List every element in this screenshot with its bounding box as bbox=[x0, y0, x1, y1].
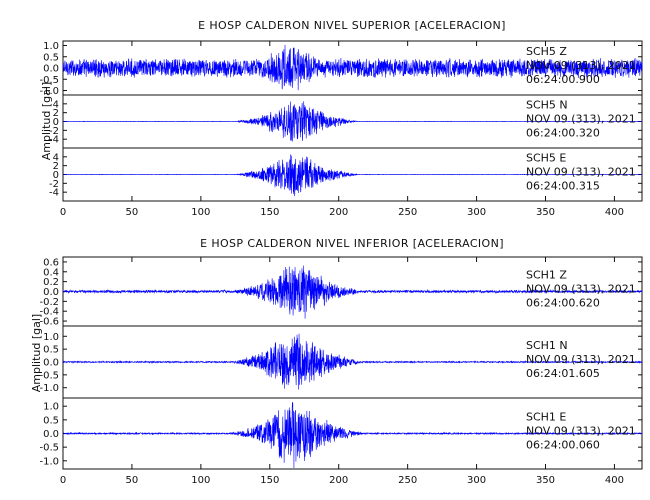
y-tick-label: 0.0 bbox=[43, 287, 59, 298]
y-tick-label: -1.0 bbox=[39, 86, 59, 97]
trace-time-label: 06:24:00.900 bbox=[526, 73, 600, 86]
y-tick-label: 0 bbox=[53, 170, 59, 181]
x-axis: 0 50 100 150 200 250 300 350 400 bbox=[60, 41, 624, 218]
trace-station-label: SCH5 E bbox=[526, 152, 566, 165]
trace-station-label: SCH5 Z bbox=[526, 45, 567, 58]
x-tick-label: 300 bbox=[467, 207, 486, 218]
waveform-trace bbox=[62, 402, 643, 469]
y-tick-label: -2 bbox=[49, 179, 59, 190]
x-tick-label: 150 bbox=[260, 475, 279, 486]
y-tick-label: 2 bbox=[53, 108, 59, 119]
waveform-trace bbox=[62, 44, 643, 91]
y-tick-label: 2 bbox=[53, 161, 59, 172]
y-tick-label: 1.0 bbox=[43, 332, 59, 343]
y-tick-label: -4 bbox=[49, 135, 59, 146]
y-tick-label: 0.5 bbox=[43, 345, 59, 356]
trace-time-label: 06:24:01.605 bbox=[526, 367, 600, 380]
trace-date-label: NOV 09 (313), 2021 bbox=[526, 113, 636, 126]
x-tick-label: 100 bbox=[191, 207, 210, 218]
x-tick-label: 100 bbox=[191, 475, 210, 486]
trace-station-label: SCH1 N bbox=[526, 339, 568, 352]
trace-date-label: NOV 09 (313), 2021 bbox=[526, 353, 636, 366]
waveform-trace bbox=[62, 154, 643, 197]
y-tick-label: -0.6 bbox=[39, 317, 59, 328]
y-tick-label: -1.0 bbox=[39, 456, 59, 467]
y-tick-label: 4 bbox=[53, 99, 59, 110]
x-tick-label: 400 bbox=[605, 475, 624, 486]
chart-title-upper: E HOSP CALDERON NIVEL SUPERIOR [ACELERAC… bbox=[198, 19, 506, 32]
x-tick-label: 250 bbox=[398, 207, 417, 218]
x-tick-label: 200 bbox=[329, 475, 348, 486]
chart-title-lower: E HOSP CALDERON NIVEL INFERIOR [ACELERAC… bbox=[200, 237, 504, 250]
plot-frame bbox=[62, 256, 643, 470]
chart-lower: E HOSP CALDERON NIVEL INFERIOR [ACELERAC… bbox=[30, 237, 643, 486]
y-tick-label: 1.0 bbox=[43, 41, 59, 52]
trace-station-label: SCH5 N bbox=[526, 99, 568, 112]
x-tick-label: 150 bbox=[260, 207, 279, 218]
trace-time-label: 06:24:00.060 bbox=[526, 439, 600, 452]
y-tick-label: -0.5 bbox=[39, 370, 59, 381]
y-tick-label: 1.0 bbox=[43, 402, 59, 413]
trace-date-label: NOV 09 (313), 2021 bbox=[526, 283, 636, 296]
y-tick-label: 0.5 bbox=[43, 415, 59, 426]
x-tick-label: 50 bbox=[126, 207, 139, 218]
trace-date-label: NOV 09 (313), 2021 bbox=[526, 59, 636, 72]
trace-station-label: SCH1 E bbox=[526, 411, 566, 424]
trace-time-label: 06:24:00.620 bbox=[526, 297, 600, 310]
x-tick-label: 50 bbox=[126, 475, 139, 486]
waveform-trace bbox=[62, 265, 643, 319]
x-tick-label: 300 bbox=[467, 475, 486, 486]
trace-time-label: 06:24:00.315 bbox=[526, 180, 600, 193]
x-tick-label: 400 bbox=[605, 207, 624, 218]
trace-station-label: SCH1 Z bbox=[526, 269, 567, 282]
y-tick-label: 4 bbox=[53, 152, 59, 163]
x-axis: 0 50 100 150 200 250 300 350 400 bbox=[60, 257, 624, 486]
y-tick-label: -0.5 bbox=[39, 75, 59, 86]
y-tick-label: 0.0 bbox=[43, 64, 59, 75]
x-tick-label: 350 bbox=[536, 475, 555, 486]
x-tick-label: 200 bbox=[329, 207, 348, 218]
y-tick-label: 0.5 bbox=[43, 52, 59, 63]
waveform-trace bbox=[62, 333, 643, 390]
x-tick-label: 250 bbox=[398, 475, 417, 486]
y-axis-label-lower: Amplitud [gal] bbox=[30, 314, 43, 392]
waveform-trace bbox=[62, 101, 643, 142]
trace-date-label: NOV 09 (313), 2021 bbox=[526, 425, 636, 438]
x-tick-label: 350 bbox=[536, 207, 555, 218]
y-tick-label: -0.2 bbox=[39, 297, 59, 308]
y-tick-label: 0.6 bbox=[43, 257, 59, 268]
y-tick-label: 0.0 bbox=[43, 358, 59, 369]
y-tick-label: -0.5 bbox=[39, 443, 59, 454]
trace-time-label: 06:24:00.320 bbox=[526, 127, 600, 140]
y-tick-label: 0.4 bbox=[43, 267, 59, 278]
chart-upper: E HOSP CALDERON NIVEL SUPERIOR [ACELERAC… bbox=[39, 19, 643, 218]
y-tick-label: -0.4 bbox=[39, 307, 59, 318]
trace-date-label: NOV 09 (313), 2021 bbox=[526, 166, 636, 179]
x-tick-label: 0 bbox=[60, 475, 66, 486]
y-tick-label: -4 bbox=[49, 188, 59, 199]
y-tick-label: -2 bbox=[49, 126, 59, 137]
y-tick-label: 0 bbox=[53, 117, 59, 128]
y-tick-label: 0.2 bbox=[43, 277, 59, 288]
x-tick-label: 0 bbox=[60, 207, 66, 218]
y-tick-label: -1.0 bbox=[39, 383, 59, 394]
y-axis-label-upper: Amplitud [gal] bbox=[40, 82, 53, 160]
y-tick-label: 0.0 bbox=[43, 429, 59, 440]
